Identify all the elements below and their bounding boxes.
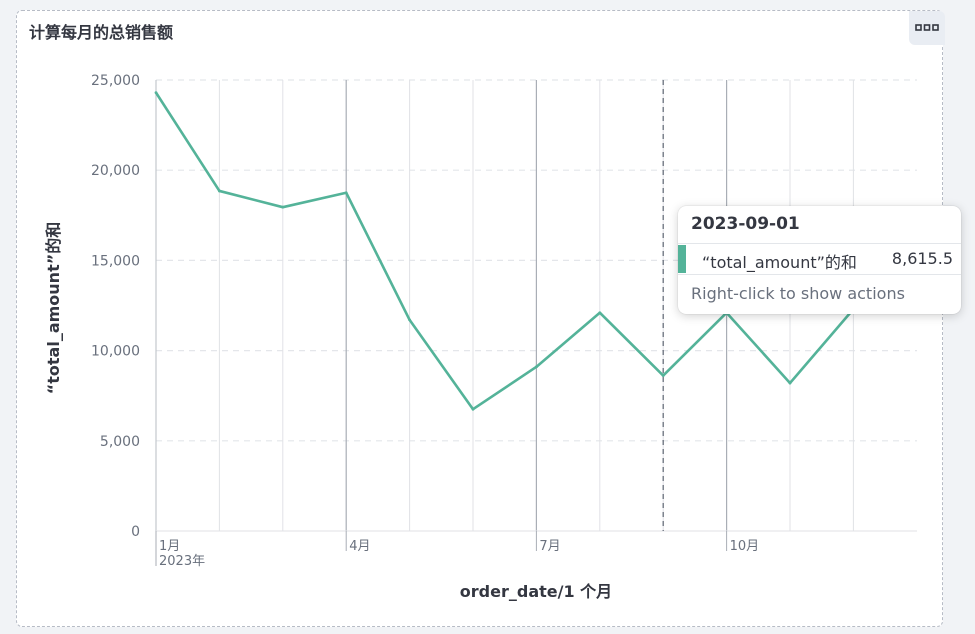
data-point — [344, 191, 348, 195]
panel-title: 计算每月的总销售额 — [29, 23, 174, 42]
data-point — [788, 381, 792, 385]
y-tick-label: 5,000 — [100, 434, 140, 450]
panel-options-button[interactable] — [909, 11, 945, 45]
x-tick-label: 7月 — [539, 539, 560, 554]
data-point — [661, 374, 665, 377]
more-horizontal-icon — [915, 24, 939, 31]
tooltip-date: 2023-09-01 — [691, 214, 800, 234]
tooltip-series-label: “total_amount”的和 — [702, 253, 857, 272]
x-axis-title: order_date/1 个月 — [460, 582, 612, 601]
x-tick-label: 10月 — [730, 539, 760, 554]
x-tick-label: 4月 — [349, 539, 370, 554]
data-point — [154, 91, 158, 95]
data-point — [408, 318, 411, 322]
series-line — [154, 91, 855, 411]
tooltip-series-swatch — [678, 245, 686, 273]
tooltip-series-value: 8,615.5 — [891, 249, 953, 268]
data-point — [281, 205, 285, 209]
tooltip-hint: Right-click to show actions — [691, 284, 905, 303]
x-tick-sublabel: 2023年 — [159, 554, 205, 569]
tooltip-row: “total_amount”的和 8,615.5 — [678, 243, 961, 275]
y-tick-label: 10,000 — [91, 344, 140, 360]
y-tick-label: 25,000 — [91, 73, 140, 89]
y-tick-label: 20,000 — [91, 163, 140, 179]
data-point — [535, 365, 538, 369]
data-point — [218, 189, 221, 193]
data-point — [598, 311, 602, 315]
chart-tooltip: 2023-09-01 “total_amount”的和 8,615.5 Righ… — [678, 206, 961, 314]
data-point — [471, 407, 475, 411]
y-tick-label: 0 — [131, 524, 140, 540]
y-tick-label: 15,000 — [91, 253, 140, 269]
x-tick-label: 1月 — [159, 539, 180, 554]
y-axis-title: “total_amount”的和 — [44, 222, 63, 395]
